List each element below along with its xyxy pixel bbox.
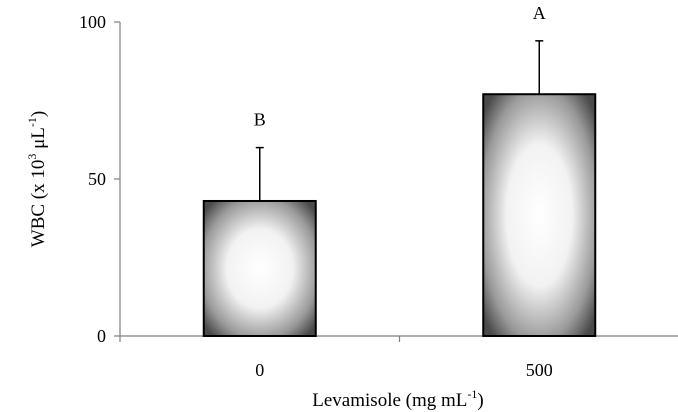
y-axis-title-sup-2: -1: [25, 117, 39, 127]
bars: [204, 94, 596, 336]
y-axis-title-main: WBC (x 10: [28, 160, 49, 248]
y-tick-label: 100: [79, 12, 106, 32]
x-axis-title: Levamisole (mg mL-1): [312, 387, 483, 411]
x-axis-title-sup: -1: [467, 387, 477, 401]
y-axis-title-close: ): [28, 111, 49, 117]
x-axis-title-main: Levamisole (mg mL: [312, 390, 467, 411]
significance-label-0: B: [254, 110, 266, 130]
bar-0: [204, 201, 316, 336]
y-axis-title-unit: μL: [28, 127, 49, 154]
y-tick-label: 0: [97, 326, 106, 346]
x-axis-title-close: ): [477, 390, 483, 411]
y-tick-label: 50: [88, 169, 106, 189]
y-axis-title: WBC (x 103 μL-1): [25, 111, 49, 247]
x-tick-label: 0: [255, 360, 264, 380]
x-tick-label: 500: [526, 360, 553, 380]
bar-500: [483, 94, 595, 336]
significance-label-500: A: [533, 3, 546, 23]
